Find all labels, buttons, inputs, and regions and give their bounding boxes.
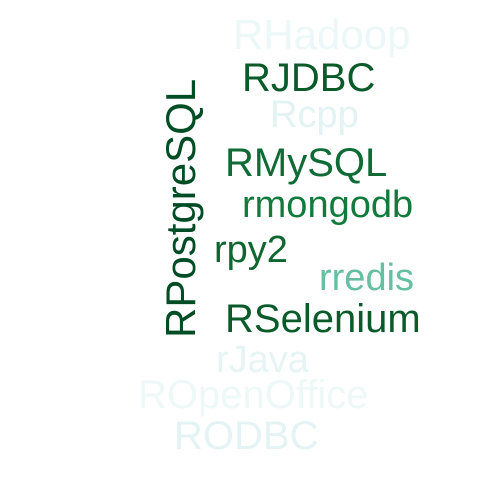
word-ropenoffice: ROpenOffice [138, 373, 369, 417]
word-rselenium: RSelenium [225, 297, 421, 341]
word-rjdbc: RJDBC [242, 56, 376, 100]
word-rpostgresql: RPostgreSQL [157, 78, 204, 338]
word-rcpp: Rcpp [270, 94, 359, 136]
word-rhadoop: RHadoop [233, 11, 411, 58]
word-rmongodb: rmongodb [242, 184, 414, 226]
word-rodbc: RODBC [174, 414, 319, 458]
word-rmysql: RMySQL [225, 141, 388, 185]
word-rpy2: rpy2 [214, 229, 288, 271]
word-rredis: rredis [319, 257, 415, 299]
word-rjava: rJava [216, 339, 309, 381]
